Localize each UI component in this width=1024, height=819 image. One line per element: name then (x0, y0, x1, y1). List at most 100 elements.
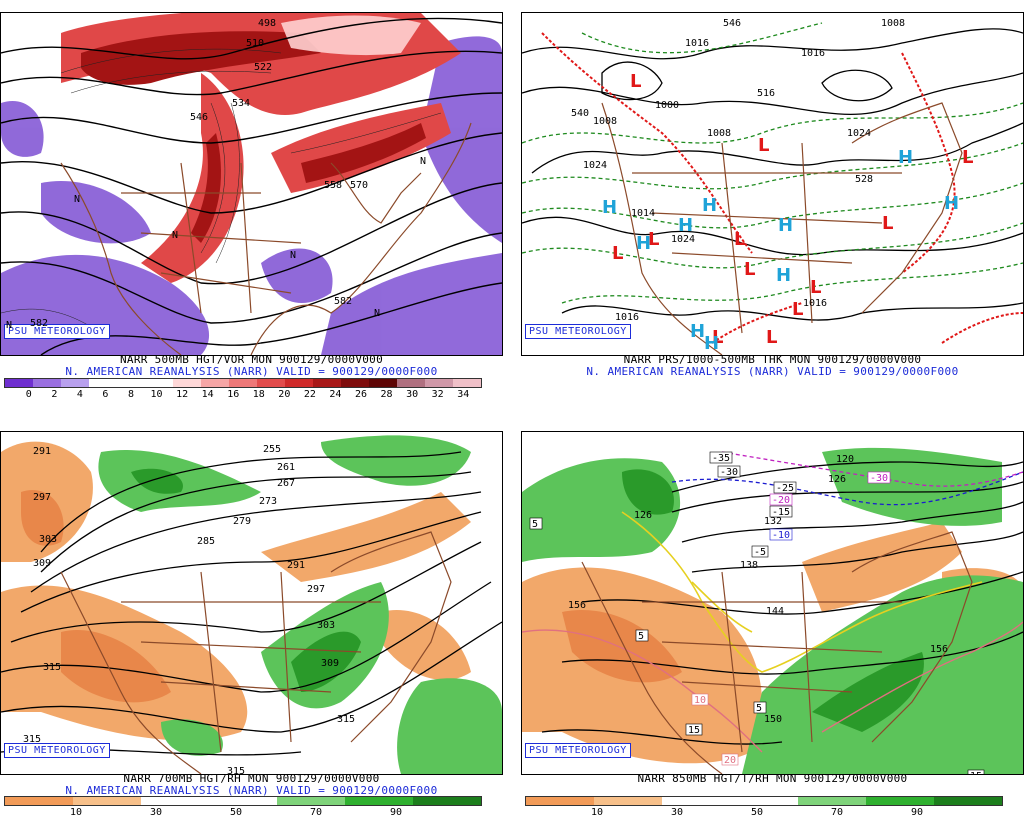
scale-swatch (33, 379, 61, 387)
scale-tick-label: 28 (380, 389, 393, 400)
svg-text:315: 315 (227, 766, 245, 774)
panel-700mb-height-rh: 255 261 267 273 279 285 291 297 303 309 … (0, 419, 503, 819)
scale-tick-label: 14 (201, 389, 214, 400)
svg-text:H: H (690, 321, 705, 342)
rh-scale-ticks: 10 30 50 70 90 (521, 807, 1024, 819)
svg-text:5: 5 (756, 703, 762, 714)
svg-text:132: 132 (764, 516, 782, 527)
scale-tick-label: 24 (329, 389, 342, 400)
svg-text:138: 138 (740, 560, 758, 571)
caption-line2: N. AMERICAN REANALYSIS (NARR) VALID = 90… (65, 365, 438, 378)
scale-tick-label: 20 (278, 389, 291, 400)
caption-line2: N. AMERICAN REANALYSIS (NARR) VALID = 90… (586, 365, 959, 378)
scale-tick-label: 10 (590, 807, 604, 818)
scale-swatch (5, 797, 73, 805)
svg-text:315: 315 (337, 714, 355, 725)
panel-sfc-pressure-thickness: L L L L L L L L L L L L H H H H H H H H (521, 0, 1024, 400)
svg-text:15: 15 (970, 771, 982, 774)
scale-swatch (453, 379, 481, 387)
svg-text:-10: -10 (772, 530, 790, 541)
svg-text:156: 156 (930, 644, 948, 655)
vorticity-scale-ticks: 0 2 4 6 8 10 12 14 16 18 20 22 24 26 28 30 32 34 (0, 389, 503, 401)
svg-text:-30: -30 (720, 467, 738, 478)
vorticity-color-scale (4, 378, 482, 388)
svg-text:H: H (776, 265, 791, 286)
scale-swatch (145, 379, 173, 387)
scale-swatch (173, 379, 201, 387)
scale-swatch (526, 797, 594, 805)
map-850mb: -35 -30 -25 -20 -15 -10 -5 -30 5 (521, 431, 1024, 775)
scale-swatch (934, 797, 1002, 805)
scale-swatch (61, 379, 89, 387)
svg-text:H: H (602, 197, 617, 218)
scale-tick-label: 10 (69, 807, 83, 818)
scale-tick-label: 8 (127, 389, 135, 400)
svg-text:H: H (704, 333, 719, 354)
scale-swatch (5, 379, 33, 387)
scale-tick-label: 90 (389, 807, 403, 818)
caption-line1: NARR 700MB HGT/RH MON 900129/0000V000 (123, 772, 380, 785)
svg-text:H: H (944, 193, 959, 214)
scale-tick-label: 16 (227, 389, 240, 400)
psu-meteorology-logo: PSU METEOROLOGY (525, 324, 631, 339)
panel-500mb-vorticity: PSU METEOROLOGY NARR 500MB HGT/VOR MON 9… (0, 0, 503, 400)
svg-text:20: 20 (724, 755, 736, 766)
caption-line1: NARR 850MB HGT/T/RH MON 900129/0000V000 (637, 772, 908, 785)
rh-color-scale (525, 796, 1003, 806)
scale-tick-label: 6 (102, 389, 109, 400)
caption-line1: NARR 500MB HGT/VOR MON 900129/0000V000 (119, 353, 384, 366)
svg-text:10: 10 (694, 695, 706, 706)
scale-tick-label: 30 (149, 807, 163, 818)
svg-text:H: H (898, 147, 913, 168)
svg-text:5: 5 (532, 519, 538, 530)
scale-swatch (341, 379, 369, 387)
scale-tick-label: 18 (252, 389, 265, 400)
rh700-map-graphic: 255 261 267 273 279 285 291 297 303 309 … (1, 435, 502, 774)
scale-tick-label: 50 (750, 807, 764, 818)
pressure-map-graphic: L L L L L L L L L L L L H H H H H H H H (522, 22, 1023, 355)
svg-text:L: L (792, 299, 803, 320)
psu-meteorology-logo: PSU METEOROLOGY (4, 743, 110, 758)
scale-swatch (866, 797, 934, 805)
scale-tick-label: 12 (176, 389, 189, 400)
svg-text:309: 309 (321, 658, 339, 669)
scale-tick-label: 30 (670, 807, 684, 818)
svg-text:315: 315 (43, 662, 61, 673)
svg-text:156: 156 (568, 600, 586, 611)
scale-tick-label: 26 (354, 389, 368, 400)
svg-text:H: H (678, 215, 693, 236)
svg-text:144: 144 (766, 606, 784, 617)
scale-tick-label: 70 (309, 807, 323, 818)
scale-tick-label: 10 (150, 389, 163, 400)
svg-text:315: 315 (23, 734, 41, 745)
scale-swatch (89, 379, 117, 387)
scale-swatch (277, 797, 345, 805)
map-700mb-rh: 255 261 267 273 279 285 291 297 303 309 … (0, 431, 503, 775)
svg-text:297: 297 (33, 492, 51, 503)
svg-text:273: 273 (259, 496, 277, 507)
svg-text:-35: -35 (712, 453, 730, 464)
scale-tick-label: 50 (229, 807, 243, 818)
svg-text:120: 120 (836, 454, 854, 465)
scale-swatch (413, 797, 481, 805)
scale-swatch (397, 379, 425, 387)
svg-text:L: L (962, 147, 973, 168)
scale-swatch (798, 797, 866, 805)
svg-text:L: L (766, 327, 777, 348)
panel-850mb-height-temp-rh: -35 -30 -25 -20 -15 -10 -5 -30 5 (521, 419, 1024, 819)
svg-text:309: 309 (33, 558, 51, 569)
scale-swatch (141, 797, 209, 805)
scale-tick-label: 70 (830, 807, 844, 818)
rh-color-scale (4, 796, 482, 806)
scale-swatch (209, 797, 277, 805)
svg-text:267: 267 (277, 478, 295, 489)
svg-text:L: L (744, 259, 755, 280)
map-sfc-pressure: L L L L L L L L L L L L H H H H H H H H (521, 12, 1024, 356)
scale-tick-label: 22 (303, 389, 316, 400)
svg-text:L: L (630, 71, 641, 92)
svg-text:126: 126 (634, 510, 652, 521)
svg-text:-5: -5 (754, 547, 766, 558)
svg-text:L: L (758, 135, 769, 156)
svg-text:291: 291 (287, 560, 305, 571)
caption-line2: N. AMERICAN REANALYSIS (NARR) VALID = 90… (65, 784, 438, 797)
